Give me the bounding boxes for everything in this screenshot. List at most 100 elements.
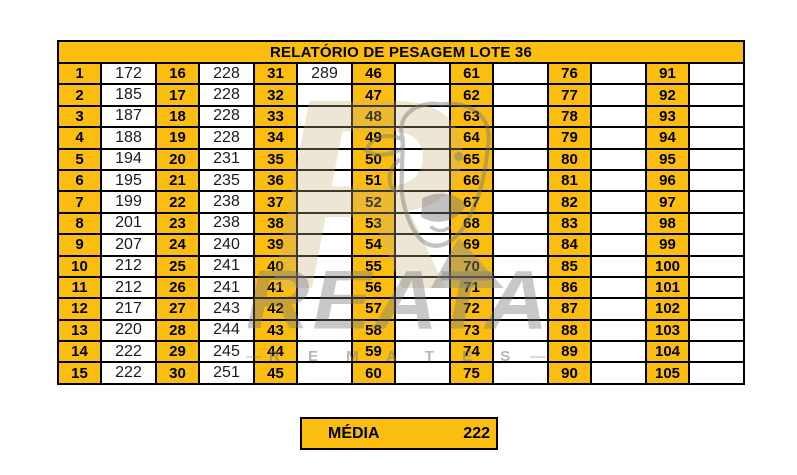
lot-number-cell[interactable]: 85 <box>547 254 592 278</box>
lot-number-cell[interactable]: 48 <box>351 104 396 129</box>
weight-value-cell[interactable] <box>492 254 549 278</box>
lot-number-cell[interactable]: 38 <box>253 211 298 236</box>
weight-value-cell[interactable]: 201 <box>100 211 157 236</box>
weight-value-cell[interactable] <box>492 168 549 193</box>
weight-value-cell[interactable]: 245 <box>198 340 255 364</box>
lot-number-cell[interactable]: 94 <box>645 126 690 150</box>
weight-value-cell[interactable] <box>590 340 647 364</box>
lot-number-cell[interactable]: 100 <box>645 254 690 278</box>
lot-number-cell[interactable]: 70 <box>449 254 494 278</box>
weight-value-cell[interactable]: 222 <box>100 361 157 385</box>
lot-number-cell[interactable]: 67 <box>449 190 494 214</box>
weight-value-cell[interactable] <box>296 254 353 278</box>
lot-number-cell[interactable]: 96 <box>645 168 690 193</box>
weight-value-cell[interactable]: 241 <box>198 254 255 278</box>
lot-number-cell[interactable]: 86 <box>547 275 592 300</box>
lot-number-cell[interactable]: 93 <box>645 104 690 129</box>
lot-number-cell[interactable]: 14 <box>57 340 102 364</box>
lot-number-cell[interactable]: 92 <box>645 83 690 107</box>
lot-number-cell[interactable]: 54 <box>351 233 396 257</box>
weight-value-cell[interactable] <box>296 211 353 236</box>
lot-number-cell[interactable]: 41 <box>253 275 298 300</box>
weight-value-cell[interactable] <box>296 318 353 343</box>
lot-number-cell[interactable]: 49 <box>351 126 396 150</box>
lot-number-cell[interactable]: 105 <box>645 361 690 385</box>
lot-number-cell[interactable]: 42 <box>253 297 298 321</box>
weight-value-cell[interactable]: 220 <box>100 318 157 343</box>
lot-number-cell[interactable]: 71 <box>449 275 494 300</box>
weight-value-cell[interactable] <box>296 147 353 171</box>
weight-value-cell[interactable]: 244 <box>198 318 255 343</box>
weight-value-cell[interactable] <box>688 147 745 171</box>
weight-value-cell[interactable] <box>394 211 451 236</box>
lot-number-cell[interactable]: 56 <box>351 275 396 300</box>
weight-value-cell[interactable]: 231 <box>198 147 255 171</box>
weight-value-cell[interactable] <box>590 126 647 150</box>
lot-number-cell[interactable]: 39 <box>253 233 298 257</box>
lot-number-cell[interactable]: 104 <box>645 340 690 364</box>
lot-number-cell[interactable]: 24 <box>155 233 200 257</box>
lot-number-cell[interactable]: 95 <box>645 147 690 171</box>
weight-value-cell[interactable] <box>492 61 549 86</box>
lot-number-cell[interactable]: 23 <box>155 211 200 236</box>
weight-value-cell[interactable] <box>492 190 549 214</box>
weight-value-cell[interactable] <box>394 318 451 343</box>
weight-value-cell[interactable]: 235 <box>198 168 255 193</box>
weight-value-cell[interactable] <box>688 361 745 385</box>
weight-value-cell[interactable] <box>394 190 451 214</box>
weight-value-cell[interactable] <box>590 211 647 236</box>
weight-value-cell[interactable] <box>688 233 745 257</box>
weight-value-cell[interactable]: 228 <box>198 83 255 107</box>
weight-value-cell[interactable]: 194 <box>100 147 157 171</box>
weight-value-cell[interactable] <box>688 190 745 214</box>
weight-value-cell[interactable]: 240 <box>198 233 255 257</box>
lot-number-cell[interactable]: 59 <box>351 340 396 364</box>
weight-value-cell[interactable]: 243 <box>198 297 255 321</box>
lot-number-cell[interactable]: 22 <box>155 190 200 214</box>
lot-number-cell[interactable]: 60 <box>351 361 396 385</box>
lot-number-cell[interactable]: 35 <box>253 147 298 171</box>
weight-value-cell[interactable] <box>492 104 549 129</box>
weight-value-cell[interactable] <box>590 254 647 278</box>
lot-number-cell[interactable]: 80 <box>547 147 592 171</box>
weight-value-cell[interactable]: 172 <box>100 61 157 86</box>
weight-value-cell[interactable] <box>394 233 451 257</box>
weight-value-cell[interactable] <box>590 297 647 321</box>
lot-number-cell[interactable]: 51 <box>351 168 396 193</box>
weight-value-cell[interactable] <box>492 318 549 343</box>
lot-number-cell[interactable]: 52 <box>351 190 396 214</box>
lot-number-cell[interactable]: 91 <box>645 61 690 86</box>
weight-value-cell[interactable] <box>688 318 745 343</box>
lot-number-cell[interactable]: 101 <box>645 275 690 300</box>
weight-value-cell[interactable] <box>296 168 353 193</box>
weight-value-cell[interactable] <box>492 147 549 171</box>
weight-value-cell[interactable]: 185 <box>100 83 157 107</box>
lot-number-cell[interactable]: 76 <box>547 61 592 86</box>
lot-number-cell[interactable]: 3 <box>57 104 102 129</box>
lot-number-cell[interactable]: 9 <box>57 233 102 257</box>
weight-value-cell[interactable] <box>688 275 745 300</box>
lot-number-cell[interactable]: 28 <box>155 318 200 343</box>
weight-value-cell[interactable] <box>688 168 745 193</box>
lot-number-cell[interactable]: 72 <box>449 297 494 321</box>
weight-value-cell[interactable] <box>296 83 353 107</box>
lot-number-cell[interactable]: 15 <box>57 361 102 385</box>
weight-value-cell[interactable]: 228 <box>198 126 255 150</box>
weight-value-cell[interactable] <box>688 211 745 236</box>
weight-value-cell[interactable]: 228 <box>198 61 255 86</box>
lot-number-cell[interactable]: 40 <box>253 254 298 278</box>
lot-number-cell[interactable]: 36 <box>253 168 298 193</box>
lot-number-cell[interactable]: 10 <box>57 254 102 278</box>
lot-number-cell[interactable]: 8 <box>57 211 102 236</box>
lot-number-cell[interactable]: 20 <box>155 147 200 171</box>
weight-value-cell[interactable]: 241 <box>198 275 255 300</box>
lot-number-cell[interactable]: 4 <box>57 126 102 150</box>
lot-number-cell[interactable]: 46 <box>351 61 396 86</box>
lot-number-cell[interactable]: 88 <box>547 318 592 343</box>
weight-value-cell[interactable]: 199 <box>100 190 157 214</box>
weight-value-cell[interactable] <box>688 340 745 364</box>
lot-number-cell[interactable]: 89 <box>547 340 592 364</box>
weight-value-cell[interactable] <box>394 61 451 86</box>
weight-value-cell[interactable] <box>394 104 451 129</box>
lot-number-cell[interactable]: 82 <box>547 190 592 214</box>
